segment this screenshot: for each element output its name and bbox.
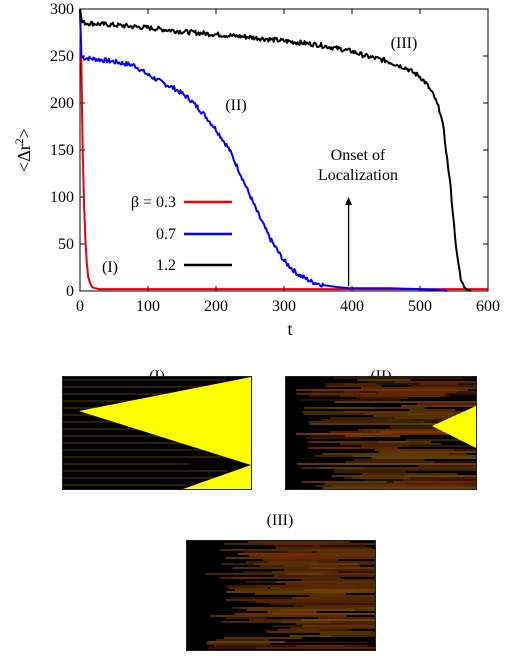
curve-label-II: (II) [225,97,246,114]
annotation-onset-line1: Onset of [331,147,386,164]
y-tick-label: 300 [50,1,74,18]
curve-label-I: (I) [102,259,118,276]
y-tick-label: 100 [50,189,74,206]
localized-region [432,406,476,448]
panel-label-III: (III) [266,512,294,529]
panel-image-III [186,540,376,651]
annotation-onset-line2: Localization [318,167,398,184]
panel-image-I [62,376,252,490]
localized-region [183,465,251,489]
x-axis-label: t [287,319,292,339]
y-axis-label: <Δr2> [12,128,34,172]
curve-label-III: (III) [391,35,418,52]
x-tick-label: 100 [136,298,160,315]
x-tick-label: 600 [476,298,500,315]
legend-label: 1.2 [156,257,176,274]
plot-frame [79,8,489,292]
x-tick-label: 500 [408,298,432,315]
x-tick-label: 400 [340,298,364,315]
y-tick-label: 150 [50,142,74,159]
y-tick-label: 200 [50,95,74,112]
y-tick-label: 0 [66,283,74,300]
y-tick-label: 250 [50,48,74,65]
panel-image-II [285,376,477,490]
localized-region [79,377,251,465]
x-tick-label: 0 [76,298,84,315]
y-tick-label: 50 [58,236,74,253]
onset-arrow-head [345,197,353,205]
legend-label: 0.7 [156,226,176,243]
series-line-2 [79,8,448,292]
legend-label: β = 0.3 [131,194,176,211]
x-tick-label: 200 [204,298,228,315]
series-line-1 [79,8,488,291]
msd-chart: 0 100 200 300 400 500 600 0 50 100 150 200 250 300 t <Δ… [12,1,500,339]
series-line-3 [79,8,472,292]
x-tick-label: 300 [272,298,296,315]
